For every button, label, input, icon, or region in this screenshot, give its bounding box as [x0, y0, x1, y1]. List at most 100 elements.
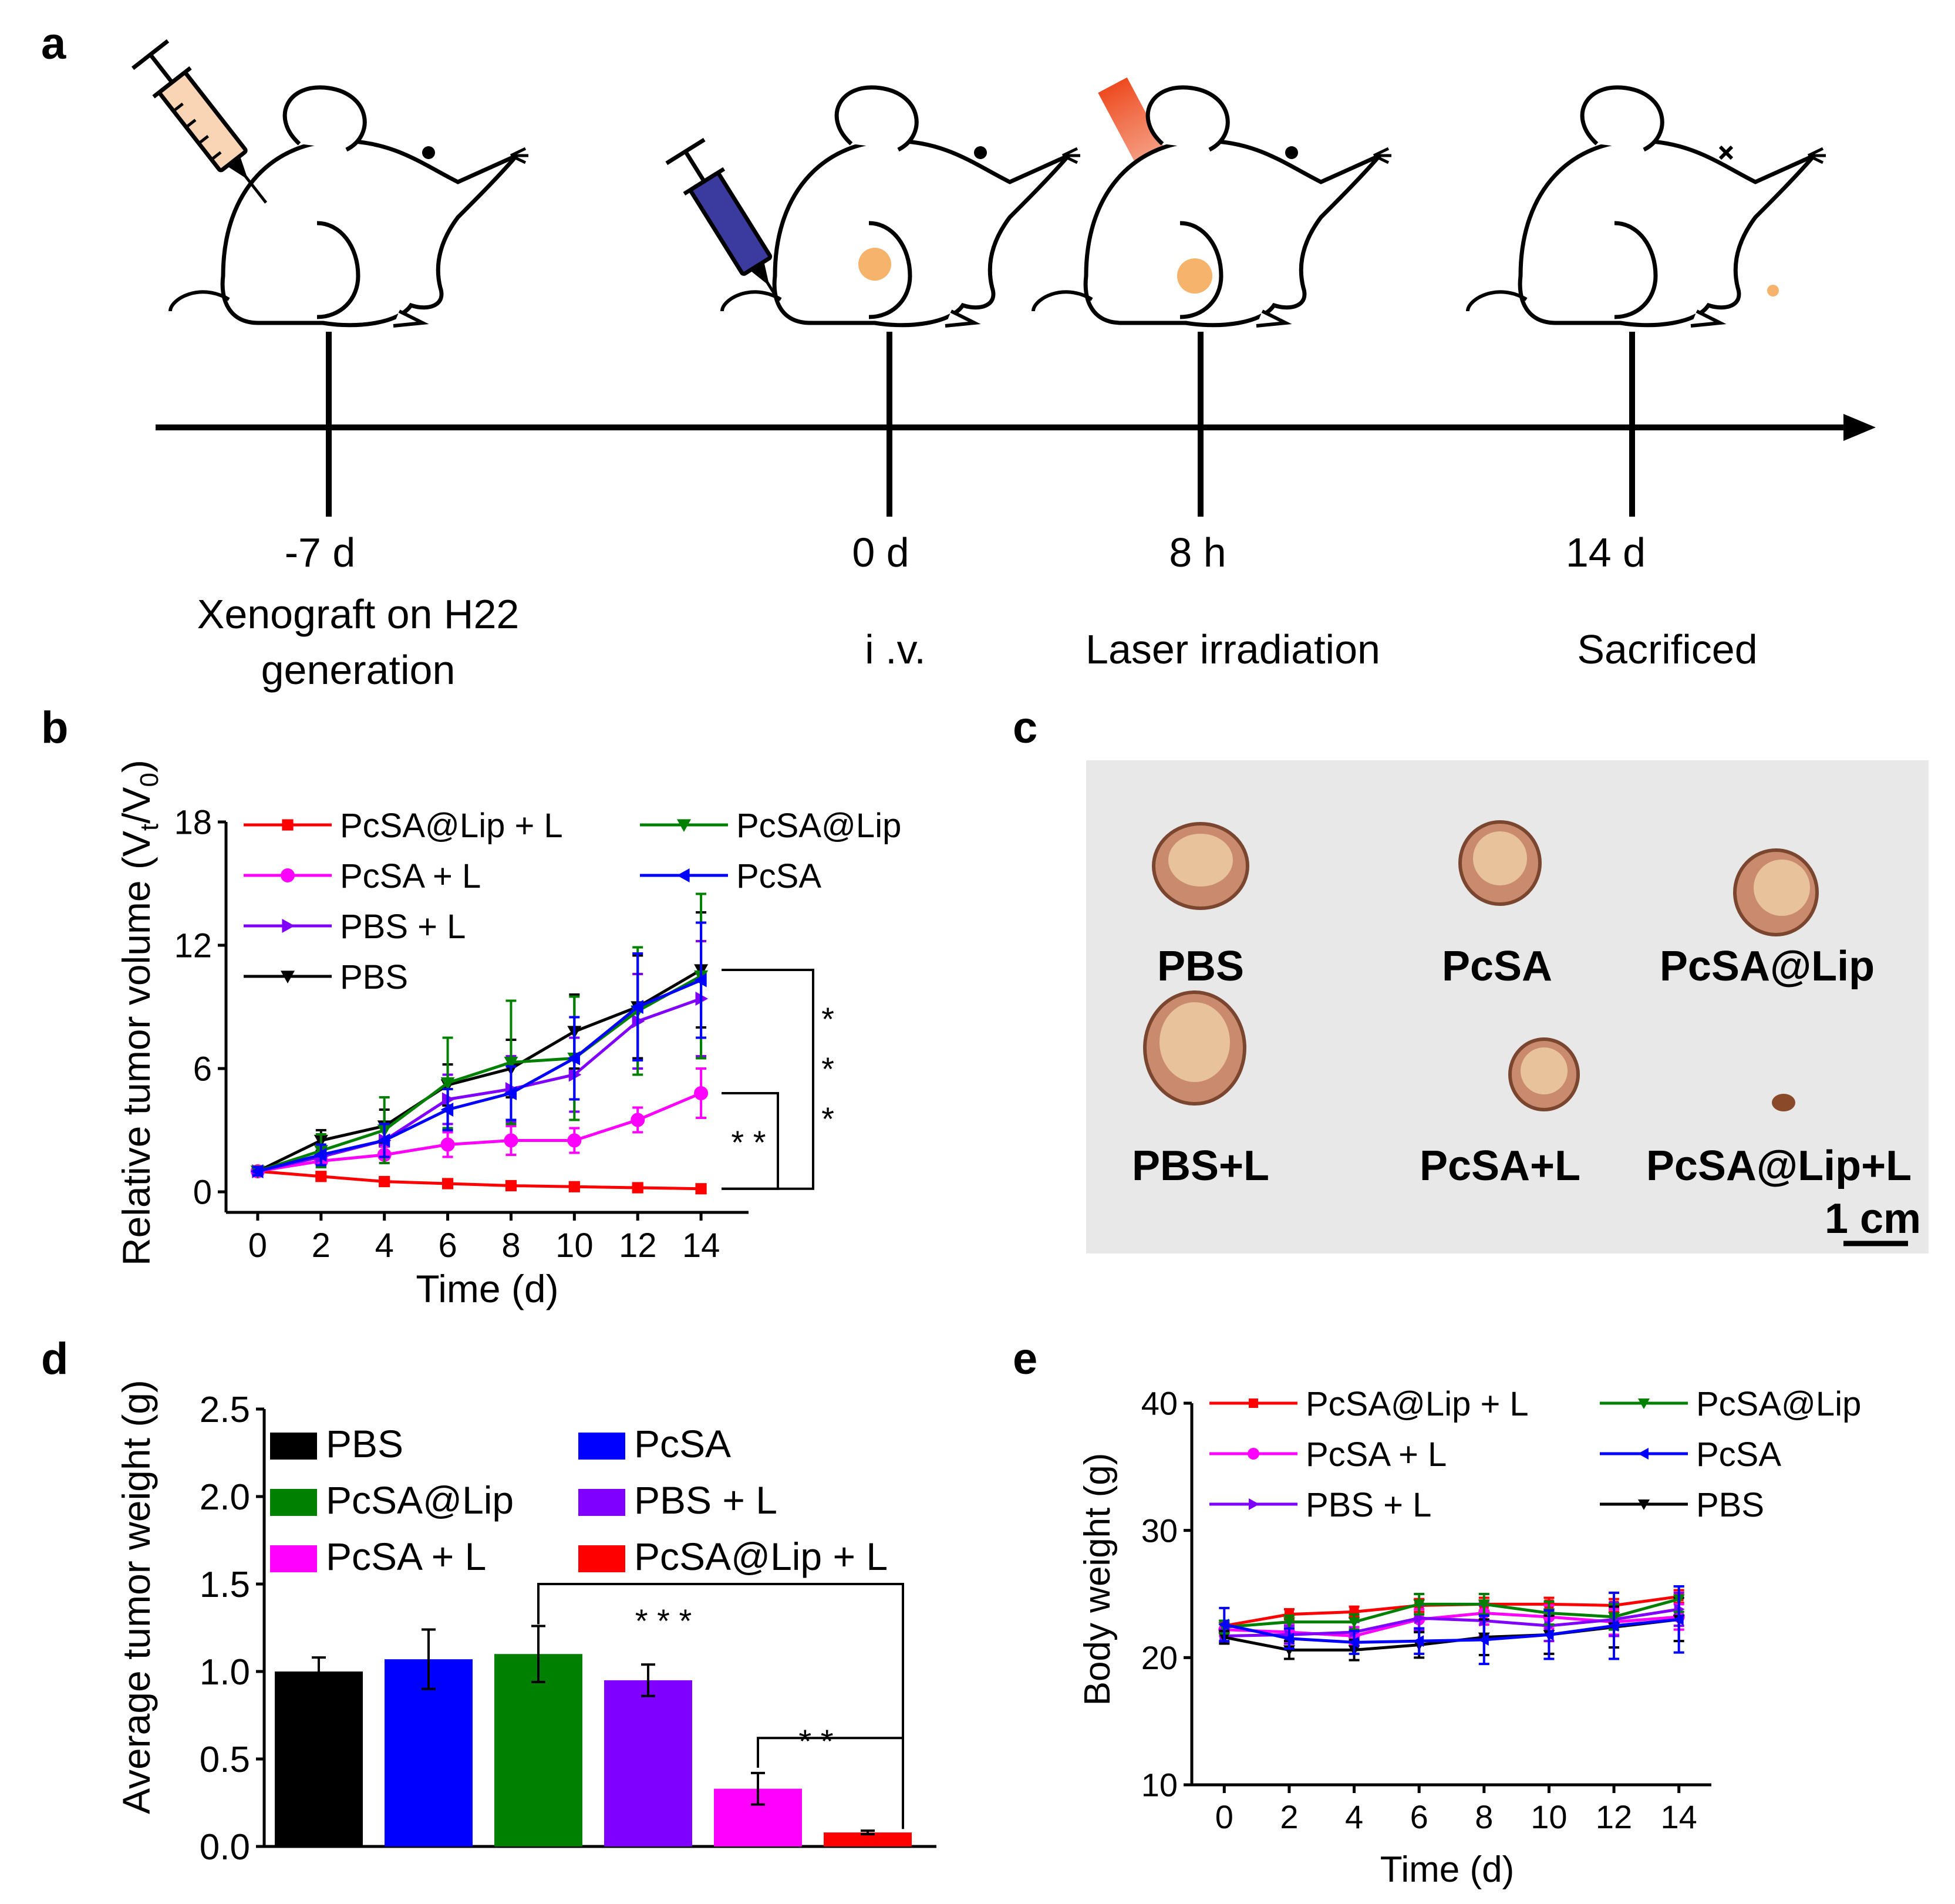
significance-bracket-1: * * * — [537, 1583, 904, 1829]
x-tick-label: 0 — [1215, 1798, 1233, 1835]
significance-star: * — [821, 1000, 834, 1037]
y-tick-label: 2.5 — [200, 1390, 250, 1430]
series-pcsa-lip-l — [252, 1165, 707, 1195]
y-tick-label: 2.0 — [200, 1477, 250, 1518]
timeline-label-4: Sacrificed — [1577, 626, 1757, 672]
data-point — [1348, 1636, 1359, 1649]
tumor-photo-pcsa-lip — [1733, 848, 1819, 936]
data-point — [250, 1164, 264, 1178]
y-tick-label: 20 — [1141, 1639, 1178, 1676]
x-tick-label: 12 — [1596, 1798, 1632, 1835]
panel-c: c PBS PcSA PcSA@Lip PBS+L PcSA+L — [1013, 703, 1929, 1253]
y-tick-label: 0.5 — [200, 1740, 250, 1780]
x-tick-label: 10 — [555, 1226, 594, 1265]
data-point — [1608, 1620, 1619, 1632]
legend-label: PcSA@Lip — [736, 807, 901, 845]
syringe-1-icon — [131, 39, 268, 204]
tumor-dot — [1177, 258, 1212, 294]
panel-d: d Average tumor weight (g) 0.0 0.5 1.0 1.5 2… — [41, 1334, 936, 1868]
legend-marker — [677, 819, 691, 832]
tumor-photo-pcsa — [1458, 820, 1542, 906]
chart-e-ylabel: Body weight (g) — [1077, 1453, 1118, 1706]
x-tick-label: 12 — [619, 1226, 657, 1265]
mouse-2-illustration — [722, 87, 1080, 326]
data-point — [440, 1077, 455, 1090]
legend-label: PBS + L — [340, 908, 466, 946]
tumor-dot — [858, 248, 891, 281]
y-tick-label: 30 — [1141, 1512, 1178, 1549]
bar-pcsa-lip-l — [824, 1832, 912, 1846]
chart-b-xlabel: Time (d) — [416, 1267, 558, 1310]
photo-label-pcsa-lip: PcSA@Lip — [1660, 943, 1875, 990]
series-line — [257, 979, 702, 1173]
x-tick-label: 6 — [438, 1226, 457, 1265]
series-pcsa-l — [250, 1067, 709, 1178]
data-point — [1283, 1632, 1294, 1644]
mouse-3-illustration — [1033, 87, 1391, 326]
data-point — [1413, 1635, 1424, 1647]
legend-marker — [282, 919, 295, 933]
bracket-line — [757, 1737, 903, 1768]
tumor-photo-pbs-l — [1143, 990, 1246, 1106]
legend-label: PcSA — [634, 1422, 731, 1465]
y-tick-label: 0.0 — [200, 1827, 250, 1868]
data-point — [631, 1113, 645, 1127]
timeline-time-4: 14 d — [1566, 530, 1646, 575]
x-tick-label: 8 — [1475, 1798, 1493, 1835]
legend-marker — [281, 970, 295, 983]
tumor-photo-pcsa-l — [1508, 1037, 1580, 1111]
timeline-time-2: 0 d — [852, 530, 909, 575]
panel-a: a — [41, 19, 1876, 693]
series-pcsa — [250, 921, 707, 1178]
bracket-line — [722, 1092, 779, 1190]
legend-label: PcSA — [1696, 1435, 1781, 1474]
data-point — [568, 1181, 580, 1192]
chart-b-ylabel: Relative tumor volume (Vt/V0) — [114, 760, 164, 1266]
tumor-photo-pcsa-lip-l — [1772, 1094, 1795, 1111]
ylabel-mid: /V — [114, 787, 158, 823]
x-tick-label: 6 — [1410, 1798, 1428, 1835]
photo-label-pbs-l: PBS+L — [1132, 1143, 1269, 1189]
data-point — [1413, 1599, 1425, 1610]
bracket-line — [537, 1583, 904, 1829]
series-line — [257, 1091, 702, 1173]
significance-label: * * * — [635, 1602, 692, 1639]
significance-bracket-2: * * — [757, 1723, 903, 1768]
data-point — [567, 1051, 580, 1066]
data-point — [504, 1056, 518, 1070]
data-point — [695, 1183, 707, 1195]
legend-marker — [677, 868, 690, 882]
y-tick-label: 40 — [1141, 1385, 1178, 1422]
data-point — [1673, 1613, 1684, 1626]
legend-marker — [281, 868, 295, 882]
legend-swatch — [578, 1433, 625, 1460]
significance-label: * * — [731, 1124, 766, 1161]
data-point — [315, 1171, 327, 1182]
legend-marker — [1249, 1398, 1258, 1408]
legend-marker — [1249, 1498, 1259, 1510]
chart-d-plot: 0.0 0.5 1.0 1.5 2.0 2.5 * * * * * PBS PcSA@Lip PcS… — [200, 1390, 936, 1868]
panel-label-e: e — [1013, 1334, 1037, 1384]
data-point — [1478, 1599, 1490, 1610]
ylabel-end: ) — [114, 760, 158, 773]
x-tick-label: 14 — [682, 1226, 720, 1265]
chart-b-plot: 0 6 12 18 0 2 4 6 8 10 12 14 PcSA@Lip + L PcSA + L PBS… — [174, 803, 901, 1265]
series-pbs — [250, 911, 709, 1178]
y-tick-label: 10 — [1141, 1767, 1178, 1804]
series-line — [257, 997, 702, 1173]
y-tick-label: 18 — [174, 803, 212, 841]
timeline-label-2: i .v. — [865, 626, 926, 672]
legend-label: PcSA@Lip — [326, 1478, 514, 1522]
legend-label: PcSA@Lip — [1696, 1385, 1861, 1423]
legend-swatch — [270, 1433, 317, 1460]
legend: PcSA@Lip + L PcSA + L PBS + L PBS PcSA@Lip Pc… — [244, 807, 901, 996]
bar-pcsa — [385, 1659, 473, 1846]
panel-label-b: b — [41, 703, 68, 753]
significance-label: * * — [798, 1723, 833, 1760]
legend: PcSA@Lip + L PcSA + L PBS + L PcSA@Lip PcSA P… — [1209, 1385, 1861, 1524]
legend-label: PcSA + L — [340, 857, 481, 895]
series-line — [1224, 1598, 1680, 1629]
data-point — [1478, 1634, 1489, 1646]
legend-marker — [1248, 1448, 1259, 1460]
data-point — [379, 1175, 390, 1188]
